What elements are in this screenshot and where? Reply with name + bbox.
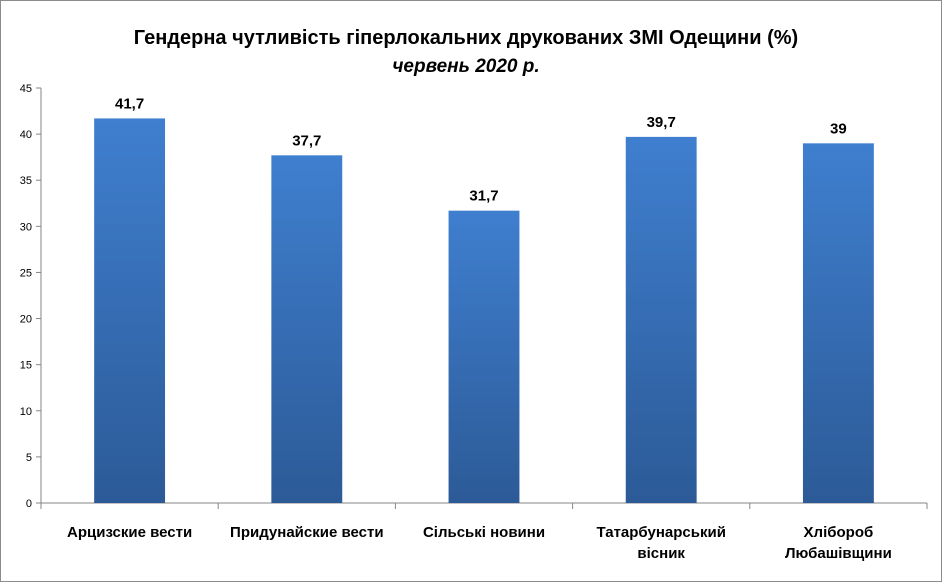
y-tick-label: 15	[20, 360, 32, 372]
data-label: 41,7	[115, 95, 144, 112]
x-tick-label: Придунайские вести	[230, 524, 384, 541]
bar	[271, 155, 343, 504]
chart-title: Гендерна чутливість гіперлокальних друко…	[133, 27, 799, 49]
x-tick-label: Татарбунарський	[596, 524, 725, 541]
bar	[802, 143, 874, 504]
y-tick-label: 45	[20, 83, 32, 95]
data-label: 37,7	[292, 132, 321, 149]
bar	[94, 118, 166, 503]
bar	[625, 136, 697, 503]
y-tick-label: 0	[26, 498, 32, 510]
bar	[448, 210, 520, 503]
x-tick-label: Сільські новини	[423, 524, 545, 541]
data-label: 39,7	[647, 114, 676, 131]
y-tick-label: 35	[20, 175, 32, 187]
data-label: 31,7	[469, 188, 498, 205]
x-tick-label: Арцизские вести	[67, 524, 192, 541]
x-tick-label: Любашівщини	[785, 545, 892, 562]
y-tick-label: 20	[20, 314, 32, 326]
y-tick-label: 25	[20, 267, 32, 279]
y-tick-label: 30	[20, 221, 32, 233]
y-tick-label: 40	[20, 129, 32, 141]
x-tick-label: Хлібороб	[804, 524, 874, 541]
chart-subtitle: червень 2020 р.	[392, 56, 540, 77]
data-label: 39	[830, 120, 847, 137]
y-tick-label: 10	[20, 406, 32, 418]
y-tick-label: 5	[26, 452, 32, 464]
x-tick-label: вісник	[637, 545, 685, 562]
